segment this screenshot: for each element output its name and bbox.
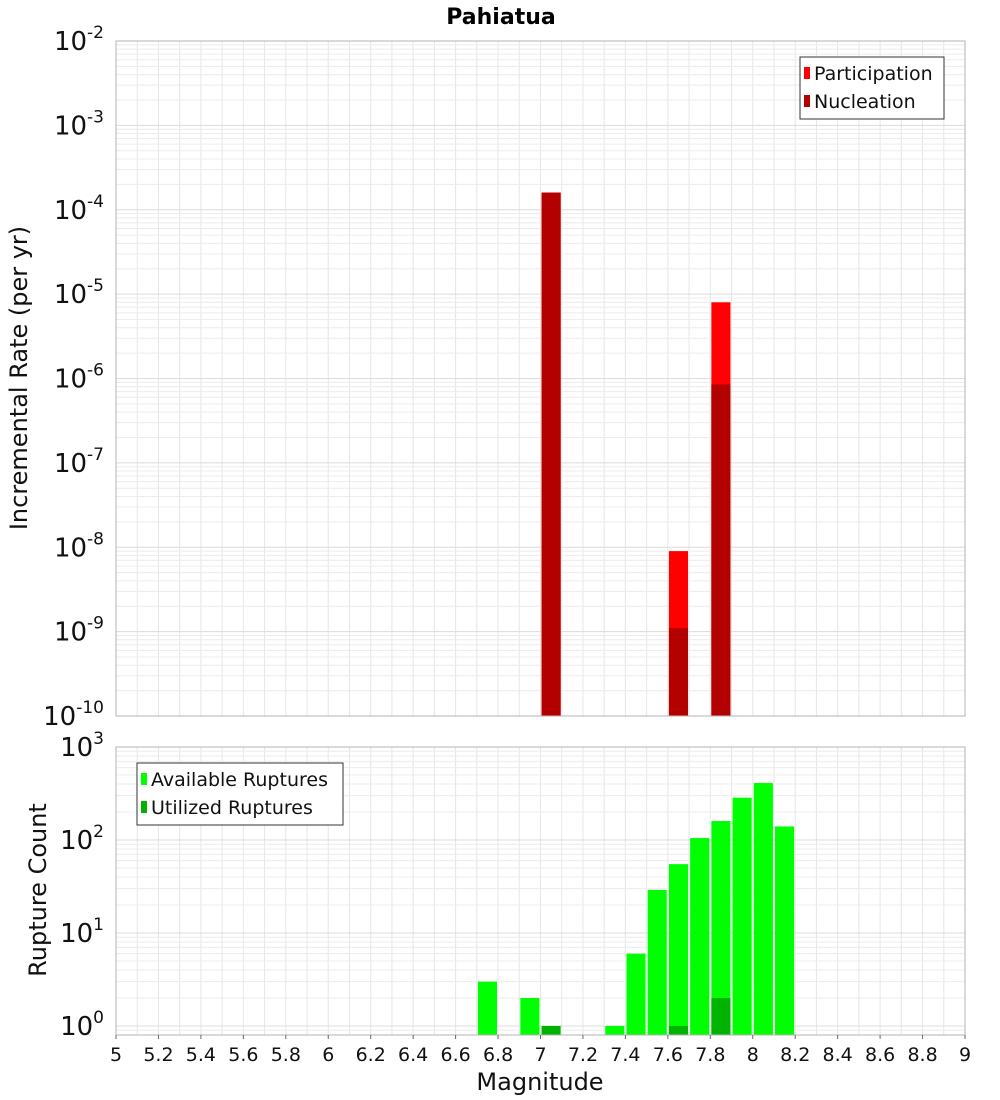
bar-available-ruptures — [520, 997, 540, 1035]
x-tick-label: 8.6 — [865, 1044, 895, 1066]
x-tick-label: 8.8 — [907, 1044, 937, 1066]
x-tick-label: 8.2 — [780, 1044, 810, 1066]
y-tick-label: 10-9 — [54, 614, 104, 648]
bar-utilized-ruptures — [668, 1025, 689, 1035]
bar-available-ruptures — [626, 953, 646, 1035]
y-tick-label: 10-2 — [54, 23, 104, 57]
bar-available-ruptures — [775, 826, 795, 1035]
x-axis-label: Magnitude — [476, 1068, 603, 1096]
legend-label: Participation — [814, 63, 933, 85]
bar-available-ruptures — [753, 783, 773, 1035]
x-tick-label: 6 — [322, 1044, 334, 1066]
x-tick-label: 7.6 — [653, 1044, 683, 1066]
x-tick-label: 7.8 — [695, 1044, 725, 1066]
x-tick-label: 5.8 — [271, 1044, 301, 1066]
bar-available-ruptures — [605, 1025, 625, 1035]
legend-label: Available Ruptures — [151, 769, 328, 791]
x-tick-label: 5.6 — [228, 1044, 258, 1066]
y-tick-label: 100 — [60, 1008, 104, 1042]
y-tick-label: 101 — [60, 915, 104, 949]
legend-box — [136, 762, 344, 826]
y-tick-label: 10-10 — [43, 698, 104, 732]
x-tick-label: 6.2 — [356, 1044, 386, 1066]
legend-swatch — [141, 773, 147, 785]
x-tick-label: 7 — [534, 1044, 546, 1066]
y-tick-label: 10-6 — [54, 361, 104, 395]
legend-swatch — [804, 95, 810, 107]
legend-label: Nucleation — [814, 91, 916, 113]
y-tick-label: 10-8 — [54, 529, 104, 563]
bar-nucleation — [541, 192, 561, 717]
x-tick-label: 7.2 — [568, 1044, 598, 1066]
chart-title: Pahiatua — [446, 5, 555, 30]
bar-available-ruptures — [668, 864, 689, 1035]
legend-label: Utilized Ruptures — [151, 797, 313, 819]
y-tick-label: 10-7 — [54, 445, 104, 479]
legend-swatch — [141, 801, 147, 813]
x-tick-label: 8 — [747, 1044, 759, 1066]
x-tick-label: 8.4 — [823, 1044, 853, 1066]
bar-nucleation — [668, 628, 689, 716]
legend-swatch — [804, 67, 810, 79]
bar-utilized-ruptures — [541, 1025, 561, 1035]
bar-available-ruptures — [647, 889, 667, 1035]
y-tick-label: 10-4 — [54, 192, 104, 226]
plot-border-0 — [115, 40, 966, 717]
x-tick-label: 9 — [959, 1044, 971, 1066]
x-tick-label: 7.4 — [610, 1044, 640, 1066]
x-tick-label: 5.2 — [143, 1044, 173, 1066]
x-tick-label: 5 — [110, 1044, 122, 1066]
x-tick-label: 6.6 — [440, 1044, 470, 1066]
bar-available-ruptures — [711, 821, 731, 1035]
y-tick-label: 10-5 — [54, 276, 104, 310]
x-tick-label: 6.4 — [398, 1044, 428, 1066]
bottom-y-axis-label: Rupture Count — [24, 803, 52, 977]
bar-available-ruptures — [732, 797, 752, 1035]
bar-available-ruptures — [477, 981, 497, 1035]
top-y-axis-label: Incremental Rate (per yr) — [5, 226, 33, 530]
y-tick-label: 10-3 — [54, 107, 104, 141]
x-tick-label: 5.4 — [186, 1044, 216, 1066]
bar-utilized-ruptures — [711, 997, 731, 1035]
legend-box — [799, 56, 945, 120]
bar-nucleation — [711, 384, 731, 716]
y-tick-label: 102 — [60, 822, 104, 856]
x-tick-label: 6.8 — [483, 1044, 513, 1066]
y-tick-label: 103 — [60, 729, 104, 763]
bar-available-ruptures — [690, 838, 710, 1035]
